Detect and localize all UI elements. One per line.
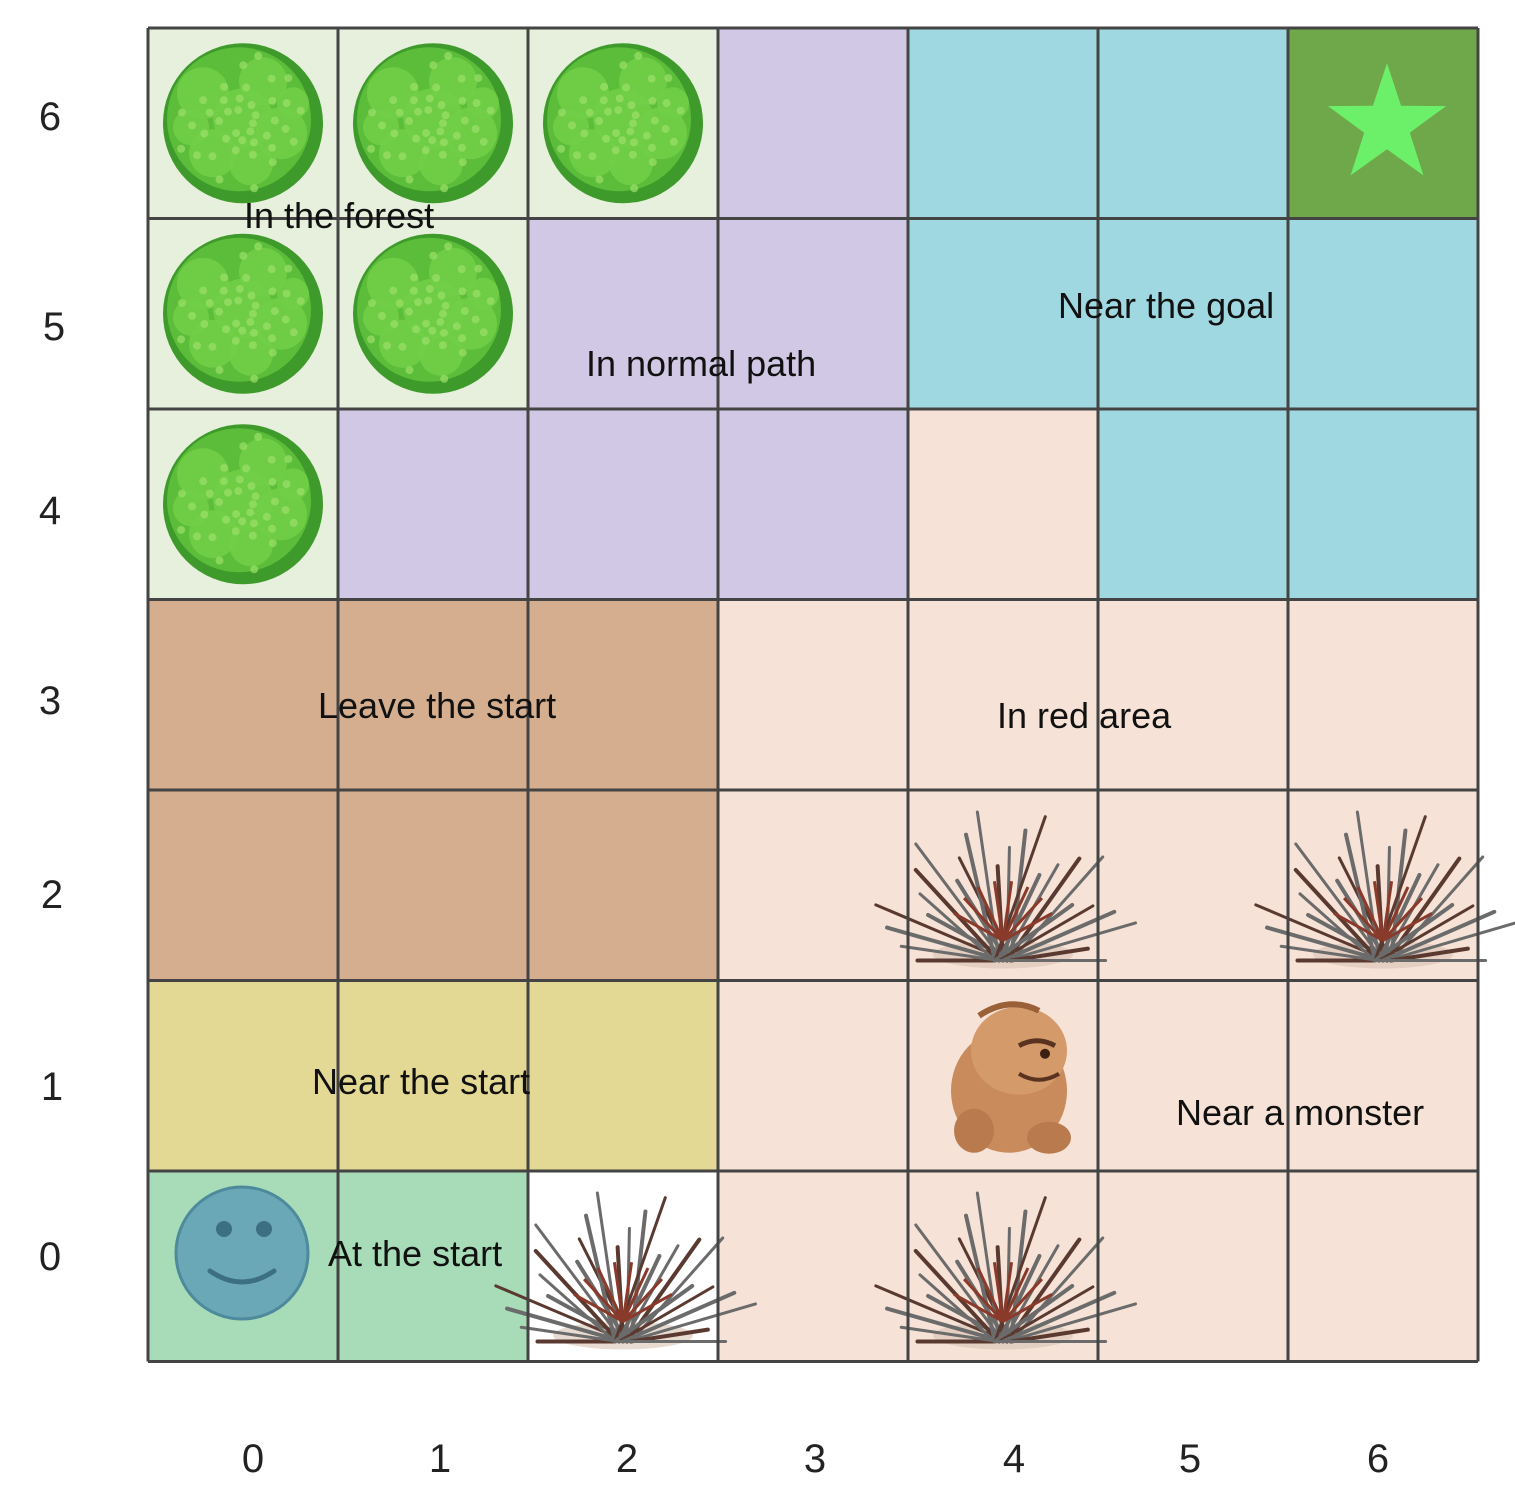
cell-normal-path-3-5 xyxy=(718,218,908,409)
star-goal-icon xyxy=(1328,63,1446,176)
y-tick-1: 1 xyxy=(41,1065,63,1109)
y-tick-3: 3 xyxy=(39,679,61,723)
cell-normal-path-1-4 xyxy=(338,409,528,600)
x-tick-0: 0 xyxy=(242,1437,264,1481)
cell-near-goal-5-5 xyxy=(1098,218,1288,409)
cell-red-area-3-2 xyxy=(718,790,908,981)
cell-near-monster-5-1 xyxy=(1098,980,1288,1171)
cell-at-start-1-0 xyxy=(338,1171,528,1362)
cell-near-goal-5-6 xyxy=(1098,28,1288,219)
label-leave-the-start: Leave the start xyxy=(318,685,556,726)
tree-icon xyxy=(353,233,513,394)
label-in-the-forest: In the forest xyxy=(244,195,434,236)
label-near-the-start: Near the start xyxy=(312,1061,530,1102)
cell-red-area-5-0 xyxy=(1098,1171,1288,1362)
tree-icon xyxy=(353,43,513,204)
cell-leave-start-2-2 xyxy=(528,790,718,981)
cell-leave-start-1-2 xyxy=(338,790,528,981)
cell-near-start-0-1 xyxy=(148,980,338,1171)
cell-near-monster-6-1 xyxy=(1288,980,1478,1171)
x-tick-3: 3 xyxy=(804,1437,826,1481)
cell-red-area-3-1 xyxy=(718,980,908,1171)
thorn-bush-icon xyxy=(494,1191,758,1350)
cell-normal-path-3-6 xyxy=(718,28,908,219)
monster-icon xyxy=(951,1001,1071,1154)
object-layer xyxy=(163,43,1515,1350)
y-tick-2: 2 xyxy=(41,873,63,917)
x-tick-2: 2 xyxy=(616,1437,638,1481)
tree-icon xyxy=(163,233,323,394)
x-tick-1: 1 xyxy=(429,1437,451,1481)
thorn-bush-icon xyxy=(1254,810,1515,969)
thorn-bush-icon xyxy=(874,810,1138,969)
smiley-agent-icon xyxy=(174,1185,310,1321)
cell-red-area-5-3 xyxy=(1098,599,1288,790)
y-tick-6: 6 xyxy=(39,95,61,139)
grid-lines xyxy=(146,26,1480,1363)
cell-near-goal-4-6 xyxy=(908,28,1098,219)
cell-red-area-4-4 xyxy=(908,409,1098,600)
cell-near-goal-5-4 xyxy=(1098,409,1288,600)
cell-leave-start-0-3 xyxy=(148,599,338,790)
cell-red-area-6-3 xyxy=(1288,599,1478,790)
cell-red-area-5-2 xyxy=(1098,790,1288,981)
tree-icon xyxy=(163,43,323,204)
tree-icon xyxy=(543,43,703,204)
cell-red-area-6-0 xyxy=(1288,1171,1478,1362)
region-labels: In the forest In normal path Near the go… xyxy=(244,195,1424,1274)
cell-red-area-3-0 xyxy=(718,1171,908,1362)
label-in-normal-path: In normal path xyxy=(586,343,816,384)
cell-normal-path-3-4 xyxy=(718,409,908,600)
cell-near-goal-4-5 xyxy=(908,218,1098,409)
cell-near-goal-6-4 xyxy=(1288,409,1478,600)
cell-near-goal-6-5 xyxy=(1288,218,1478,409)
label-near-a-monster: Near a monster xyxy=(1176,1092,1424,1133)
x-tick-4: 4 xyxy=(1003,1437,1025,1481)
cell-leave-start-0-2 xyxy=(148,790,338,981)
cell-red-area-4-3 xyxy=(908,599,1098,790)
cell-normal-path-2-4 xyxy=(528,409,718,600)
cell-leave-start-2-3 xyxy=(528,599,718,790)
label-in-red-area: In red area xyxy=(997,695,1172,736)
x-tick-5: 5 xyxy=(1179,1437,1201,1481)
x-axis-labels: 0 1 2 3 4 5 6 xyxy=(242,1437,1389,1481)
label-near-the-goal: Near the goal xyxy=(1058,285,1274,326)
y-tick-5: 5 xyxy=(43,305,65,349)
cell-leave-start-1-3 xyxy=(338,599,528,790)
cell-near-start-2-1 xyxy=(528,980,718,1171)
cell-near-start-1-1 xyxy=(338,980,528,1171)
cell-red-area-3-3 xyxy=(718,599,908,790)
y-axis-labels: 6 5 4 3 2 1 0 xyxy=(39,95,65,1279)
thorn-bush-icon xyxy=(874,1191,1138,1350)
cell-normal-path-2-5 xyxy=(528,218,718,409)
x-tick-6: 6 xyxy=(1367,1437,1389,1481)
y-tick-0: 0 xyxy=(39,1235,61,1279)
tree-icon xyxy=(163,424,323,585)
label-at-the-start: At the start xyxy=(328,1233,502,1274)
y-tick-4: 4 xyxy=(39,489,61,533)
